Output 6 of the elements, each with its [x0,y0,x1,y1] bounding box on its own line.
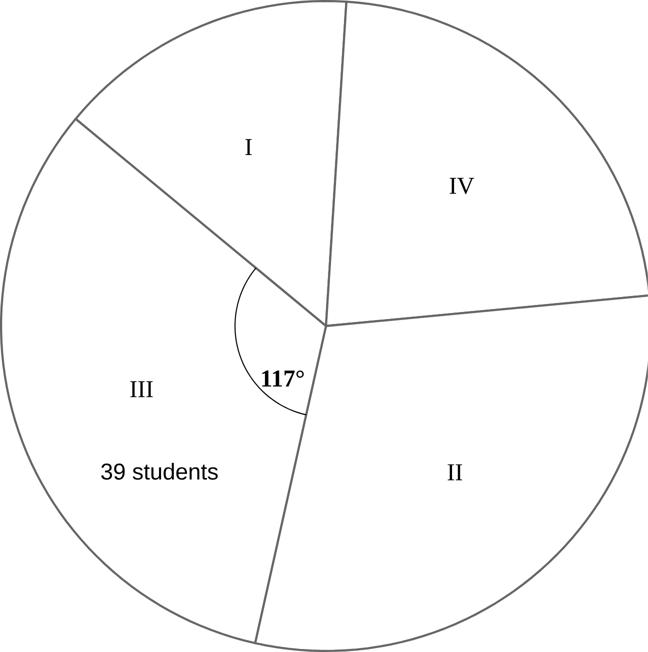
slice-label: IV [450,178,474,194]
slice-label: I [245,139,252,155]
text: 39 students [101,462,218,480]
slice-label: II [448,464,462,480]
slice-label: III [130,381,153,398]
text: 117° [262,370,304,387]
